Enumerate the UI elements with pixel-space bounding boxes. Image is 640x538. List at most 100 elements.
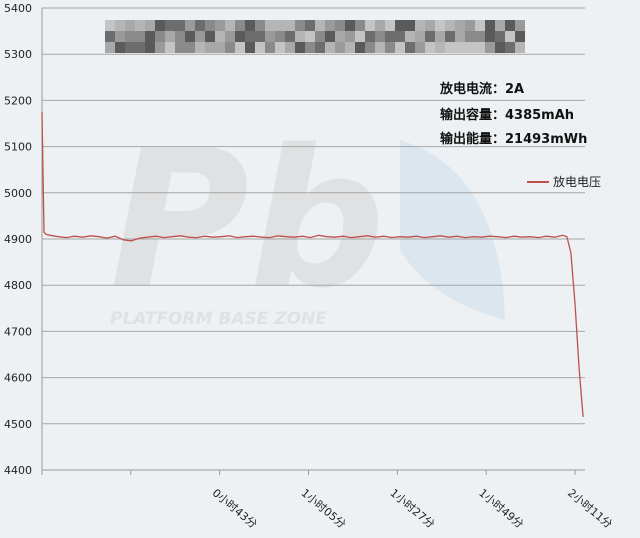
- mosaic-cell: [165, 31, 175, 42]
- mosaic-cell: [195, 31, 205, 42]
- mosaic-cell: [305, 20, 315, 31]
- mosaic-cell: [305, 42, 315, 53]
- legend: 放电电压: [527, 173, 601, 190]
- pixelated-title-banner: [105, 20, 525, 53]
- mosaic-cell: [415, 42, 425, 53]
- mosaic-cell: [515, 42, 525, 53]
- mosaic-cell: [395, 31, 405, 42]
- mosaic-cell: [205, 20, 215, 31]
- mosaic-cell: [205, 42, 215, 53]
- annotation-energy: 输出能量：21493mWh: [440, 132, 588, 147]
- mosaic-cell: [365, 42, 375, 53]
- x-tick-label: 2小时11分: [565, 486, 615, 531]
- mosaic-cell: [145, 42, 155, 53]
- legend-swatch: [527, 180, 549, 183]
- mosaic-cell: [365, 31, 375, 42]
- mosaic-cell: [255, 31, 265, 42]
- mosaic-cell: [435, 31, 445, 42]
- mosaic-cell: [375, 20, 385, 31]
- mosaic-cell: [385, 20, 395, 31]
- mosaic-cell: [115, 20, 125, 31]
- mosaic-cell: [125, 20, 135, 31]
- mosaic-cell: [475, 42, 485, 53]
- y-tick-label: 4800: [4, 279, 32, 292]
- mosaic-cell: [145, 31, 155, 42]
- mosaic-cell: [425, 31, 435, 42]
- x-tick-label: 1小时05分: [299, 486, 349, 531]
- mosaic-cell: [495, 31, 505, 42]
- y-tick-label: 5400: [4, 2, 32, 15]
- mosaic-cell: [375, 31, 385, 42]
- mosaic-cell: [435, 42, 445, 53]
- mosaic-cell: [235, 20, 245, 31]
- mosaic-cell: [415, 20, 425, 31]
- mosaic-cell: [465, 20, 475, 31]
- annotation-capacity: 输出容量：4385mAh: [440, 108, 575, 123]
- y-tick-label: 5200: [4, 94, 32, 107]
- mosaic-cell: [455, 20, 465, 31]
- mosaic-cell: [215, 20, 225, 31]
- mosaic-cell: [405, 42, 415, 53]
- mosaic-cell: [505, 42, 515, 53]
- svg-text:PLATFORM BASE ZONE: PLATFORM BASE ZONE: [110, 309, 327, 329]
- mosaic-cell: [325, 31, 335, 42]
- mosaic-cell: [195, 20, 205, 31]
- legend-label: 放电电压: [553, 175, 602, 189]
- mosaic-cell: [425, 42, 435, 53]
- mosaic-cell: [205, 31, 215, 42]
- mosaic-cell: [265, 42, 275, 53]
- mosaic-cell: [165, 42, 175, 53]
- y-tick-label: 4500: [4, 418, 32, 431]
- mosaic-cell: [125, 42, 135, 53]
- mosaic-cell: [315, 31, 325, 42]
- mosaic-cell: [235, 42, 245, 53]
- mosaic-cell: [215, 31, 225, 42]
- mosaic-cell: [175, 42, 185, 53]
- mosaic-cell: [455, 42, 465, 53]
- mosaic-cell: [505, 31, 515, 42]
- series-line-discharge-voltage: [41, 111, 584, 417]
- mosaic-cell: [285, 42, 295, 53]
- mosaic-cell: [435, 20, 445, 31]
- mosaic-cell: [235, 31, 245, 42]
- mosaic-cell: [115, 31, 125, 42]
- svg-text:Pb: Pb: [110, 109, 385, 330]
- mosaic-cell: [245, 42, 255, 53]
- annotation-current: 放电电流：2A: [440, 82, 525, 97]
- mosaic-cell: [515, 31, 525, 42]
- mosaic-cell: [315, 20, 325, 31]
- mosaic-cell: [475, 20, 485, 31]
- mosaic-cell: [265, 20, 275, 31]
- mosaic-cell: [475, 31, 485, 42]
- mosaic-cell: [485, 20, 495, 31]
- mosaic-cell: [485, 42, 495, 53]
- mosaic-cell: [335, 20, 345, 31]
- y-tick-label: 4600: [4, 372, 32, 385]
- mosaic-cell: [305, 31, 315, 42]
- mosaic-cell: [285, 31, 295, 42]
- mosaic-cell: [105, 31, 115, 42]
- mosaic-cell: [175, 20, 185, 31]
- mosaic-cell: [245, 31, 255, 42]
- x-tick-label: 1小时27分: [387, 486, 437, 531]
- mosaic-cell: [495, 42, 505, 53]
- y-tick-label: 4400: [4, 464, 32, 477]
- mosaic-cell: [125, 31, 135, 42]
- mosaic-cell: [195, 42, 205, 53]
- mosaic-cell: [375, 42, 385, 53]
- x-tick-label: 0小时43分: [210, 486, 260, 531]
- mosaic-cell: [345, 20, 355, 31]
- mosaic-cell: [295, 31, 305, 42]
- mosaic-cell: [115, 42, 125, 53]
- y-tick-label: 4700: [4, 325, 32, 338]
- mosaic-cell: [355, 20, 365, 31]
- mosaic-cell: [185, 31, 195, 42]
- y-tick-label: 5300: [4, 48, 32, 61]
- mosaic-cell: [225, 31, 235, 42]
- mosaic-cell: [335, 42, 345, 53]
- mosaic-cell: [425, 20, 435, 31]
- mosaic-cell: [415, 31, 425, 42]
- mosaic-cell: [345, 31, 355, 42]
- mosaic-cell: [515, 20, 525, 31]
